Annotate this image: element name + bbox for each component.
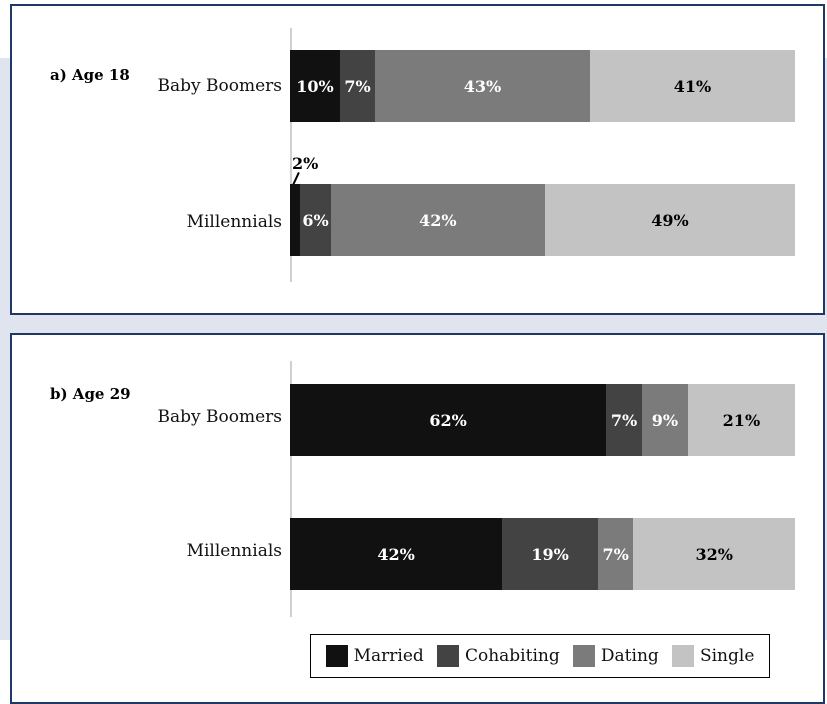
- panel-title-age-29: b) Age 29: [50, 385, 131, 403]
- legend-label: Single: [699, 646, 755, 666]
- data-label: 42%: [419, 210, 457, 230]
- data-label-outside: 2%: [292, 154, 319, 173]
- category-axis-line: [290, 28, 292, 282]
- bar-segment-single: 41%: [590, 50, 795, 122]
- legend-swatch-married: [325, 645, 348, 667]
- data-label: 49%: [651, 210, 689, 230]
- legend-swatch-dating: [572, 645, 595, 667]
- data-label: 32%: [695, 544, 733, 564]
- data-label: 62%: [429, 410, 467, 430]
- legend-item-cohabiting: Cohabiting: [436, 645, 560, 667]
- bar-segment-married: 62%: [290, 384, 607, 456]
- bar-segment-dating: 9%: [641, 384, 688, 456]
- stacked-bar-millennials: 42% 19% 7% 32%: [290, 518, 795, 590]
- category-label-millennials: Millennials: [186, 541, 282, 561]
- legend-item-married: Married: [325, 645, 424, 667]
- legend-swatch-single: [671, 645, 694, 667]
- bar-segment-married: 42%: [290, 518, 503, 590]
- bar-segment-dating: 42%: [330, 184, 546, 256]
- data-label: 41%: [673, 76, 712, 96]
- panel-title-age-18: a) Age 18: [50, 66, 130, 84]
- chart-legend: Married Cohabiting Dating Single: [310, 634, 770, 678]
- legend-swatch-cohabiting: [436, 645, 459, 667]
- category-label-millennials: Millennials: [186, 212, 282, 232]
- data-label: 10%: [296, 76, 334, 96]
- legend-label: Cohabiting: [464, 646, 560, 666]
- bar-segment-single: 49%: [545, 184, 795, 256]
- bar-segment-cohabiting: 7%: [340, 50, 375, 122]
- category-label-baby-boomers: Baby Boomers: [157, 407, 282, 427]
- data-label: 19%: [531, 544, 569, 564]
- legend-item-single: Single: [671, 645, 755, 667]
- legend-label: Dating: [600, 646, 659, 666]
- chart-panel-age-18: a) Age 18 Baby Boomers Millennials: [10, 4, 825, 315]
- data-label: 7%: [610, 410, 638, 430]
- stacked-bar-baby-boomers: 62% 7% 9% 21%: [290, 384, 795, 456]
- data-label: 9%: [651, 410, 679, 430]
- bar-segment-single: 32%: [633, 518, 795, 590]
- data-label: 7%: [602, 544, 629, 564]
- legend-label: Married: [353, 646, 424, 666]
- bar-segment-married: 10%: [290, 50, 340, 122]
- category-label-baby-boomers: Baby Boomers: [157, 76, 282, 96]
- data-label: 7%: [344, 76, 371, 96]
- legend-item-dating: Dating: [572, 645, 659, 667]
- bar-segment-dating: 43%: [375, 50, 590, 122]
- stacked-bar-baby-boomers: 10% 7% 43% 41%: [290, 50, 795, 122]
- stacked-bar-millennials: 6% 42% 49%: [290, 184, 795, 256]
- data-label: 42%: [377, 544, 415, 564]
- category-axis-line: [290, 361, 292, 617]
- bar-segment-dating: 7%: [598, 518, 634, 590]
- bar-segment-cohabiting: 7%: [606, 384, 642, 456]
- bar-segment-cohabiting: 6%: [300, 184, 331, 256]
- bar-segment-single: 21%: [687, 384, 795, 456]
- bar-segment-cohabiting: 19%: [502, 518, 599, 590]
- data-label: 43%: [463, 76, 502, 96]
- bar-segment-married: [290, 184, 301, 256]
- data-label: 21%: [722, 410, 761, 430]
- data-label: 6%: [302, 210, 329, 230]
